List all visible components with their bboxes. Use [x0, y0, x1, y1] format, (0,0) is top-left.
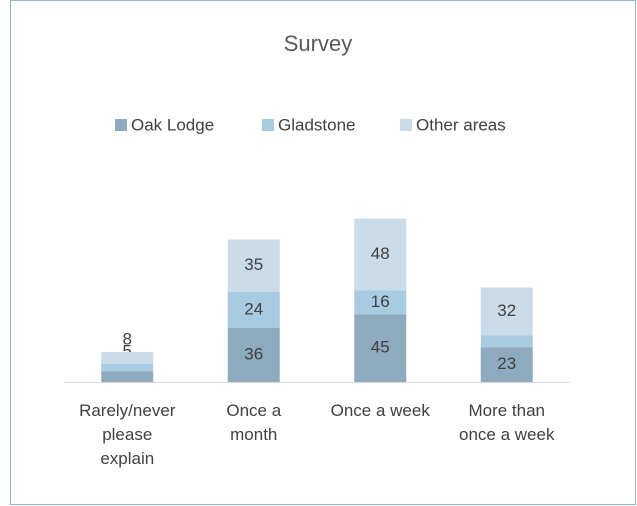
legend-label: Oak Lodge — [131, 115, 214, 134]
legend-swatch — [115, 119, 127, 131]
chart-title: Survey — [284, 31, 352, 56]
bar-segment — [227, 328, 280, 382]
bar-segment — [101, 371, 154, 382]
bar-segment — [354, 218, 407, 291]
legend-swatch — [400, 119, 412, 131]
bar-segment — [101, 352, 154, 364]
bar-segment — [354, 314, 407, 382]
x-tick-label: Once a week — [331, 401, 431, 420]
chart-frame — [10, 0, 636, 505]
legend-swatch — [262, 119, 274, 131]
data-label: 24 — [244, 299, 263, 318]
x-tick-label: More than once a week — [459, 401, 555, 444]
data-label: 35 — [244, 255, 263, 274]
data-label: 48 — [371, 244, 390, 263]
legend-label: Other areas — [416, 115, 506, 134]
data-label: 16 — [371, 292, 390, 311]
bar-segment — [101, 364, 154, 372]
data-label: 32 — [497, 301, 516, 320]
bar-segment — [227, 292, 280, 328]
x-tick-label: Once a month — [226, 401, 281, 444]
legend-label: Gladstone — [278, 115, 356, 134]
data-label: 23 — [497, 354, 516, 373]
data-label: 36 — [244, 344, 263, 363]
data-label: 45 — [371, 338, 390, 357]
x-tick-label: Rarely/never please explain — [79, 401, 176, 468]
data-label: 5 — [123, 341, 132, 360]
bar-segment — [480, 347, 533, 382]
bar-segment — [354, 290, 407, 315]
bar-segment — [227, 239, 280, 292]
bar-segment — [480, 287, 533, 336]
bar-segment — [480, 335, 533, 348]
data-label: 8 — [123, 329, 132, 348]
